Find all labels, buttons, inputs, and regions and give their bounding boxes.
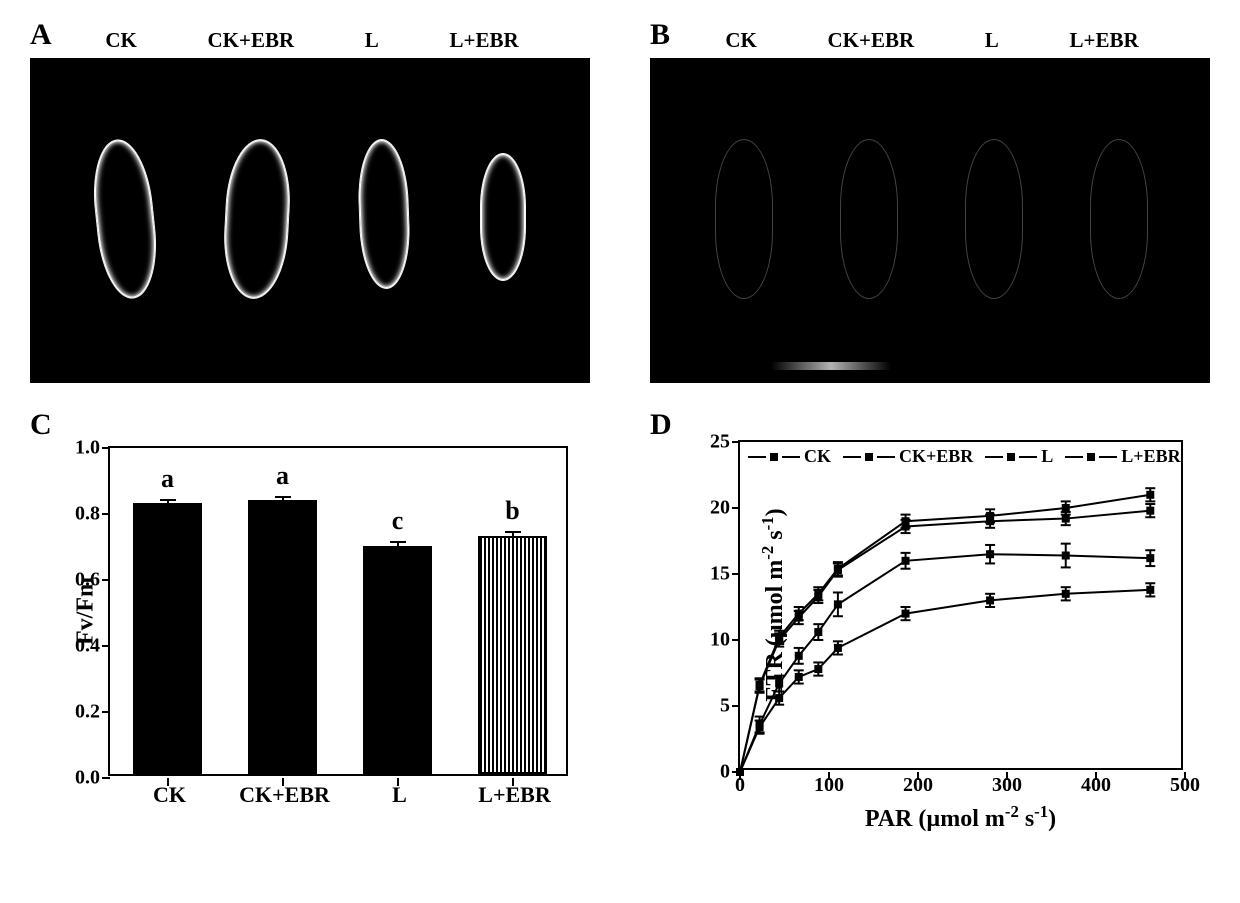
- ytick-label: 0.2: [75, 701, 100, 724]
- xtick-label: 400: [1081, 774, 1111, 797]
- ytick-label: 1.0: [75, 437, 100, 460]
- xtick: [512, 778, 514, 786]
- ytick: [732, 441, 740, 443]
- leaf-l-a: [357, 138, 412, 290]
- ytick-label: 15: [710, 563, 730, 586]
- error-cap: [505, 531, 521, 533]
- leaf-ck-b: [715, 139, 773, 299]
- label-ck: CK: [725, 28, 757, 62]
- ytick-label: 0.6: [75, 569, 100, 592]
- xlabel-d: PAR (µmol m-2 s-1): [865, 802, 1056, 833]
- sig-letter: b: [505, 496, 519, 526]
- category-label: CK+EBR: [239, 782, 330, 808]
- xtick: [397, 778, 399, 786]
- xtick: [167, 778, 169, 786]
- ytick: [102, 645, 110, 647]
- bar-ck: aCK: [133, 503, 202, 774]
- ytick: [102, 447, 110, 449]
- category-label: L: [392, 782, 407, 808]
- image-panel-b: [650, 58, 1210, 383]
- bar-l: cL: [363, 546, 432, 774]
- panel-a: A CK CK+EBR L L+EBR: [30, 20, 590, 390]
- ytick-label: 5: [720, 695, 730, 718]
- xtick-label: 100: [814, 774, 844, 797]
- bar-l-ebr: bL+EBR: [478, 536, 547, 774]
- ytick-label: 0.4: [75, 635, 100, 658]
- sig-letter: c: [392, 506, 404, 536]
- ytick: [102, 777, 110, 779]
- xtick-label: 500: [1170, 774, 1200, 797]
- ytick: [732, 507, 740, 509]
- ytick: [102, 513, 110, 515]
- glare-strip: [771, 362, 891, 370]
- series-line-ck: [740, 495, 1150, 772]
- ytick: [102, 711, 110, 713]
- axes-d: ETR (µmol m-2 s-1) PAR (µmol m-2 s-1) CK…: [738, 440, 1183, 770]
- sig-letter: a: [161, 464, 174, 494]
- error-cap: [390, 541, 406, 543]
- panel-d: D ETR (µmol m-2 s-1) PAR (µmol m-2 s-1) …: [650, 390, 1210, 883]
- axes-c: Fv/Fm 0.00.20.40.60.81.0aCKaCK+EBRcLbL+E…: [108, 446, 568, 776]
- ytick: [732, 639, 740, 641]
- panel-c: C Fv/Fm 0.00.20.40.60.81.0aCKaCK+EBRcLbL…: [30, 390, 590, 883]
- error-cap: [160, 499, 176, 501]
- category-label: CK: [153, 782, 186, 808]
- ytick-label: 25: [710, 431, 730, 454]
- ytick-label: 20: [710, 497, 730, 520]
- label-ck-ebr: CK+EBR: [207, 28, 294, 62]
- ytick-label: 10: [710, 629, 730, 652]
- ytick: [732, 705, 740, 707]
- leaf-l-b: [965, 139, 1023, 299]
- label-l-ebr: L+EBR: [449, 28, 518, 62]
- panel-b: B CK CK+EBR L L+EBR: [650, 20, 1210, 390]
- xtick-label: 300: [992, 774, 1022, 797]
- leaf-ck-a: [88, 136, 162, 301]
- leaf-ckebr-b: [840, 139, 898, 299]
- leaf-lebr-a: [480, 153, 526, 281]
- label-ck: CK: [105, 28, 137, 62]
- ytick: [732, 573, 740, 575]
- label-l: L: [985, 28, 999, 62]
- ytick-label: 0: [720, 761, 730, 784]
- panel-letter-c: C: [30, 408, 52, 442]
- label-ck-ebr: CK+EBR: [827, 28, 914, 62]
- sig-letter: a: [276, 461, 289, 491]
- xtick: [282, 778, 284, 786]
- treatment-labels-b: CK CK+EBR L L+EBR: [650, 28, 1210, 62]
- ytick: [102, 579, 110, 581]
- xtick-label: 0: [735, 774, 745, 797]
- label-l-ebr: L+EBR: [1069, 28, 1138, 62]
- leaf-lebr-b: [1090, 139, 1148, 299]
- category-label: L+EBR: [478, 782, 550, 808]
- line-chart-svg: [740, 442, 1185, 772]
- error-cap: [275, 496, 291, 498]
- label-l: L: [365, 28, 379, 62]
- leaf-ckebr-a: [221, 137, 293, 300]
- ytick-label: 0.8: [75, 503, 100, 526]
- series-line-ck-ebr: [740, 511, 1150, 772]
- treatment-labels-a: CK CK+EBR L L+EBR: [30, 28, 590, 62]
- image-panel-a: [30, 58, 590, 383]
- panel-letter-d: D: [650, 408, 672, 442]
- xtick-label: 200: [903, 774, 933, 797]
- bar-ck-ebr: aCK+EBR: [248, 500, 317, 774]
- ytick-label: 0.0: [75, 767, 100, 790]
